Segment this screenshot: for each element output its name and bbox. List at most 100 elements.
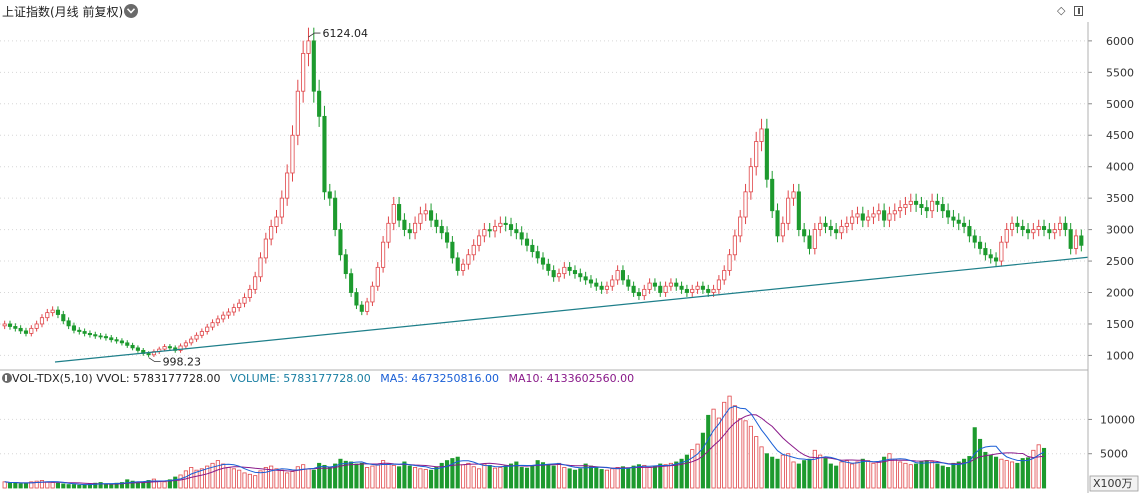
volume-bar xyxy=(620,466,626,489)
volume-bar xyxy=(322,464,327,489)
volume-bar xyxy=(1004,460,1009,489)
candle xyxy=(610,279,615,287)
candle xyxy=(247,288,252,298)
annotation-leader xyxy=(308,32,321,38)
annotation-high-label: 6124.04 xyxy=(322,27,368,40)
candle xyxy=(205,326,210,332)
candle xyxy=(476,235,482,246)
volume-bar xyxy=(610,468,615,489)
candle xyxy=(999,241,1004,262)
volume-bar xyxy=(151,478,156,489)
candle xyxy=(695,285,700,290)
volume-bar xyxy=(407,465,412,489)
volume-bar xyxy=(487,464,492,489)
volume-axis: 5000 10000 X100万 xyxy=(1088,413,1139,492)
volume-bar xyxy=(988,454,993,489)
volume-bar xyxy=(274,468,279,489)
indicator-menu-icon[interactable] xyxy=(2,373,12,383)
candle xyxy=(780,222,785,237)
candle xyxy=(535,251,540,259)
volume-ma5-line xyxy=(4,405,1045,486)
candle xyxy=(946,210,951,218)
candle xyxy=(386,222,391,243)
volume-bar xyxy=(45,481,50,489)
candle xyxy=(146,353,151,356)
volume-bar xyxy=(199,468,204,489)
candle xyxy=(871,213,876,218)
candle xyxy=(343,254,348,275)
candle xyxy=(482,229,487,237)
candle xyxy=(647,282,652,290)
candle xyxy=(199,331,204,336)
volume-bar xyxy=(1015,462,1020,489)
volume-gridlines xyxy=(0,418,1088,455)
candle xyxy=(930,200,935,212)
panel-toggle-icon[interactable] xyxy=(1074,6,1083,16)
candle xyxy=(34,323,39,329)
volume-bar xyxy=(860,458,865,489)
candle xyxy=(189,338,194,344)
volume-bar xyxy=(540,462,546,489)
candle xyxy=(194,334,199,340)
chart-header: 上证指数(月线 前复权) ◇ xyxy=(0,0,1088,22)
volume-bar xyxy=(492,467,498,489)
volume-bar xyxy=(215,460,220,489)
candle xyxy=(306,40,311,54)
chevron-down-icon[interactable] xyxy=(124,4,138,18)
candle xyxy=(450,241,455,259)
candle xyxy=(29,327,34,334)
candle xyxy=(98,335,103,338)
candle xyxy=(295,90,300,136)
candle xyxy=(66,320,71,327)
volume-bar xyxy=(786,453,791,489)
candle xyxy=(1073,235,1079,249)
candle xyxy=(354,292,359,306)
candle xyxy=(914,200,919,205)
volume-bar xyxy=(940,465,945,489)
candle xyxy=(285,172,290,199)
candle xyxy=(263,238,268,259)
candle xyxy=(524,238,530,246)
volume-bar xyxy=(946,467,951,489)
volume-bar xyxy=(674,461,679,489)
volume-bar xyxy=(647,467,652,489)
candle xyxy=(567,266,572,271)
candle xyxy=(935,200,940,205)
volume-bar xyxy=(898,461,903,489)
annotation-low-label: 998.23 xyxy=(163,356,202,369)
candle xyxy=(1004,229,1009,243)
candle xyxy=(759,128,764,142)
candle xyxy=(668,282,673,287)
volume-bar xyxy=(455,456,460,489)
candle xyxy=(13,326,18,329)
diamond-icon[interactable]: ◇ xyxy=(1057,4,1066,17)
candle xyxy=(237,302,242,309)
volume-bar xyxy=(167,479,172,489)
volume-bar xyxy=(1020,458,1025,489)
volume-bar xyxy=(386,463,391,489)
candle xyxy=(716,279,721,290)
volume-bar xyxy=(716,417,721,489)
candle xyxy=(498,222,503,227)
candle xyxy=(732,235,737,256)
candle xyxy=(722,270,727,281)
volume-bar xyxy=(1025,457,1031,489)
volume-bar xyxy=(317,462,322,489)
price-tick-label: 6000 xyxy=(1106,35,1134,48)
candle xyxy=(812,229,817,249)
volume-bar xyxy=(764,453,769,489)
volume-bar xyxy=(418,468,423,489)
volume-bar xyxy=(652,465,657,489)
volume-bar xyxy=(924,460,929,489)
candle xyxy=(370,285,375,303)
volume-bar xyxy=(333,463,338,489)
price-tick-label: 3000 xyxy=(1106,224,1134,237)
volume-bar xyxy=(237,469,242,489)
volume-bar xyxy=(812,449,817,489)
candle xyxy=(706,288,711,293)
candle xyxy=(631,285,636,293)
volume-bar xyxy=(908,464,913,489)
price-tick-label: 2500 xyxy=(1106,255,1134,268)
volume-bar xyxy=(269,465,274,489)
